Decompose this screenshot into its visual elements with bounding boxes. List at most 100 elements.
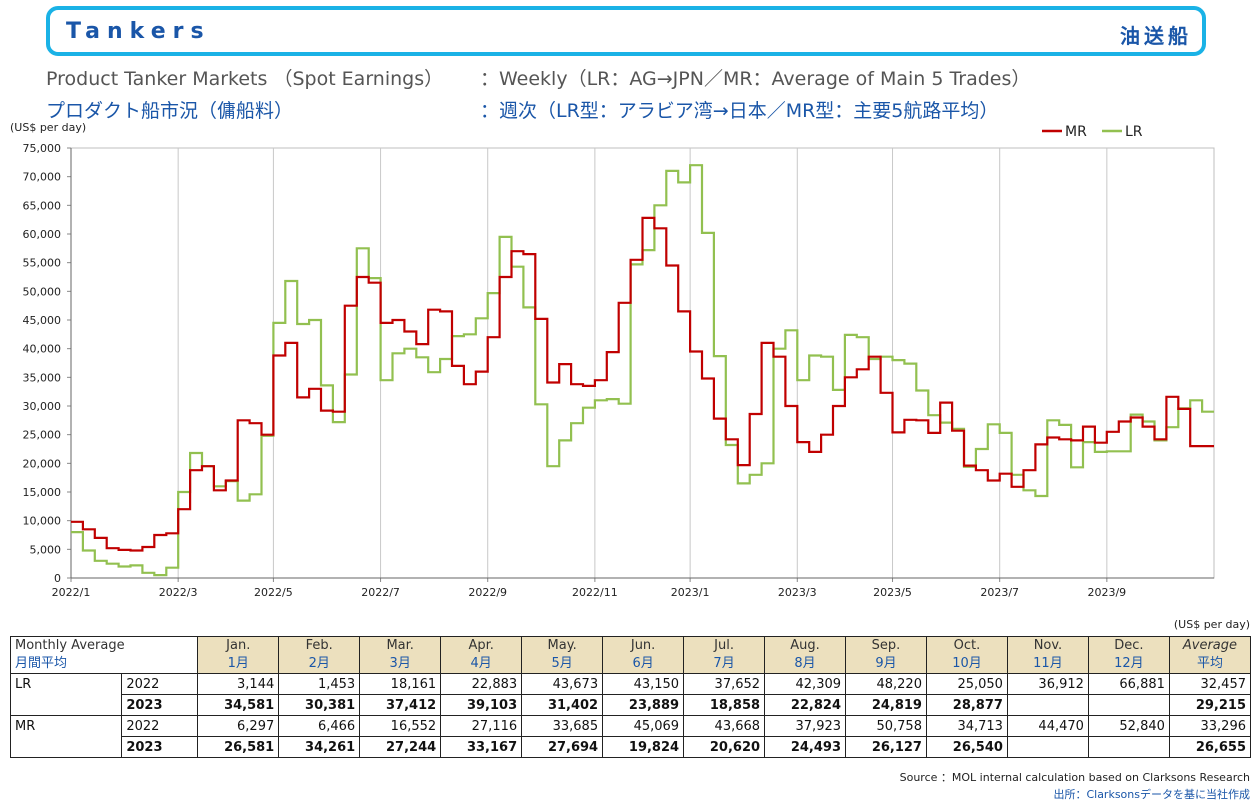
month-header-en: Jul. — [714, 638, 734, 653]
table-unit-label: (US$ per day) — [1173, 618, 1250, 631]
y-tick-label: 35,000 — [23, 371, 62, 384]
table-row: LR 2022 3,144 1,453 18,161 22,883 43,673 43,150… — [9, 673, 1252, 695]
month-header: Aug. 8月 — [764, 636, 847, 674]
month-header-jp: 2月 — [308, 656, 330, 671]
month-header-en: Aug. — [790, 638, 820, 653]
month-header-en: Mar. — [386, 638, 414, 653]
y-tick-label: 65,000 — [23, 199, 62, 212]
row-category: MR — [9, 715, 123, 737]
table-cell: 1,453 — [278, 673, 361, 695]
y-tick-label: 40,000 — [23, 343, 62, 356]
month-header-en: Sep. — [871, 638, 901, 653]
table-cell: 37,652 — [683, 673, 766, 695]
table-header-row: Monthly Average 月間平均 Jan. 1月 Feb. 2月 Mar. 3月 Apr… — [9, 636, 1252, 674]
series-line-lr — [71, 164, 1214, 577]
table-cell: 26,127 — [845, 736, 927, 758]
month-header-en: Apr. — [468, 638, 494, 653]
y-tick-label: 10,000 — [23, 515, 62, 528]
table-cell — [1087, 694, 1170, 716]
banner-title: Tankers — [66, 19, 211, 44]
table-row: 2023 26,581 34,261 27,244 33,167 27,694 19,824… — [9, 736, 1252, 758]
month-header: Jul. 7月 — [683, 636, 766, 674]
row-year: 2023 — [121, 736, 199, 758]
month-header-jp: 7月 — [713, 656, 735, 671]
month-header-jp: 3月 — [389, 656, 411, 671]
y-tick-label: 25,000 — [23, 429, 62, 442]
average-header-jp: 平均 — [1196, 656, 1223, 671]
row-category: LR — [9, 673, 123, 695]
table-cell: 16,552 — [359, 715, 442, 737]
month-header: Sep. 9月 — [845, 636, 927, 674]
banner-title-jp: 油送船 — [1120, 24, 1192, 48]
table-cell: 43,673 — [521, 673, 604, 695]
row-average: 26,655 — [1168, 736, 1252, 758]
month-header-en: Nov. — [1033, 638, 1063, 653]
month-header: Jan. 1月 — [197, 636, 280, 674]
table-cell: 34,261 — [278, 736, 361, 758]
average-header-en: Average — [1182, 638, 1238, 653]
month-header-jp: 10月 — [952, 656, 982, 671]
table-cell: 19,824 — [602, 736, 685, 758]
table-cell: 23,889 — [602, 694, 685, 716]
table-cell — [1006, 736, 1089, 758]
monthly-average-table: Monthly Average 月間平均 Jan. 1月 Feb. 2月 Mar. 3月 Apr… — [9, 636, 1252, 758]
table-cell: 37,923 — [764, 715, 847, 737]
x-tick-label: 2022/11 — [572, 586, 618, 599]
table-cell: 30,381 — [278, 694, 361, 716]
month-header: Nov. 11月 — [1006, 636, 1089, 674]
row-average: 32,457 — [1168, 673, 1252, 695]
month-header-jp: 8月 — [794, 656, 816, 671]
table-cell: 31,402 — [521, 694, 604, 716]
table-cell: 43,150 — [602, 673, 685, 695]
x-tick-label: 2023/7 — [980, 586, 1019, 599]
x-tick-label: 2023/3 — [778, 586, 817, 599]
table-cell: 66,881 — [1087, 673, 1170, 695]
y-tick-label: 30,000 — [23, 400, 62, 413]
x-tick-label: 2022/1 — [52, 586, 91, 599]
month-header-en: Jun. — [630, 638, 656, 653]
x-tick-label: 2022/7 — [361, 586, 400, 599]
y-tick-label: 70,000 — [23, 171, 62, 184]
table-cell: 26,540 — [925, 736, 1008, 758]
table-cell: 25,050 — [925, 673, 1008, 695]
month-header-jp: 11月 — [1033, 656, 1063, 671]
x-tick-label: 2023/1 — [671, 586, 710, 599]
table-cell: 48,220 — [845, 673, 927, 695]
table-cell: 42,309 — [764, 673, 847, 695]
source-jp: 出所：Clarksonsデータを基に当社作成 — [1053, 788, 1250, 801]
table-cell: 39,103 — [440, 694, 523, 716]
row-year: 2022 — [121, 673, 199, 695]
subtitle-en-left: Product Tanker Markets （Spot Earnings） — [46, 68, 444, 90]
table-cell: 50,758 — [845, 715, 927, 737]
row-category — [9, 736, 123, 758]
table-cell: 37,412 — [359, 694, 442, 716]
x-tick-label: 2023/9 — [1087, 586, 1126, 599]
table-cell — [1087, 736, 1170, 758]
header-jp: 月間平均 — [15, 656, 68, 671]
header-en: Monthly Average — [15, 638, 125, 653]
table-cell: 33,685 — [521, 715, 604, 737]
row-year: 2022 — [121, 715, 199, 737]
month-header: Feb. 2月 — [278, 636, 361, 674]
table-cell: 24,819 — [845, 694, 927, 716]
table-cell: 36,912 — [1006, 673, 1089, 695]
subtitle-en-right: ：Weekly（LR：AG→JPN／MR：Average of Main 5 T… — [480, 68, 1031, 90]
table-cell: 6,466 — [278, 715, 361, 737]
month-header: Oct. 10月 — [925, 636, 1008, 674]
table-cell: 22,824 — [764, 694, 847, 716]
month-header: Jun. 6月 — [602, 636, 685, 674]
legend-label-mr: MR — [1065, 124, 1087, 140]
y-tick-label: 45,000 — [23, 314, 62, 327]
month-header-jp: 4月 — [470, 656, 492, 671]
x-tick-label: 2023/5 — [873, 586, 912, 599]
y-tick-label: 55,000 — [23, 257, 62, 270]
x-tick-label: 2022/3 — [159, 586, 198, 599]
y-tick-label: 20,000 — [23, 457, 62, 470]
series-line-mr — [71, 216, 1214, 552]
table-cell: 34,713 — [925, 715, 1008, 737]
y-tick-label: 0 — [54, 572, 61, 585]
table-cell: 34,581 — [197, 694, 280, 716]
table-cell: 43,668 — [683, 715, 766, 737]
month-header: May. 5月 — [521, 636, 604, 674]
table-cell: 6,297 — [197, 715, 280, 737]
